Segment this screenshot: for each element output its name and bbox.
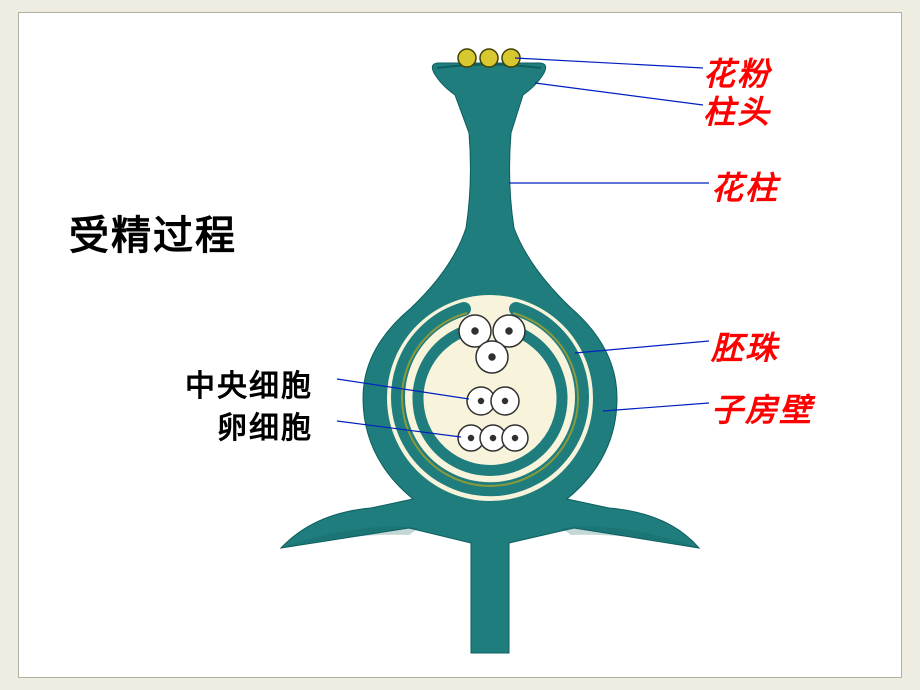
label-stigma: 柱头 — [703, 87, 771, 133]
pollen-grains — [458, 49, 520, 67]
slide-frame: 受精过程 花粉 柱头 花柱 胚珠 子房壁 中央细胞 卵细胞 — [18, 12, 902, 678]
egg-cells — [458, 425, 528, 451]
diagram-title: 受精过程 — [69, 203, 237, 261]
label-ovule: 胚珠 — [711, 323, 779, 369]
label-central-cell: 中央细胞 — [185, 361, 313, 405]
label-style: 花柱 — [711, 163, 779, 209]
label-ovary-wall: 子房壁 — [711, 385, 813, 431]
label-egg-cell: 卵细胞 — [217, 403, 313, 447]
